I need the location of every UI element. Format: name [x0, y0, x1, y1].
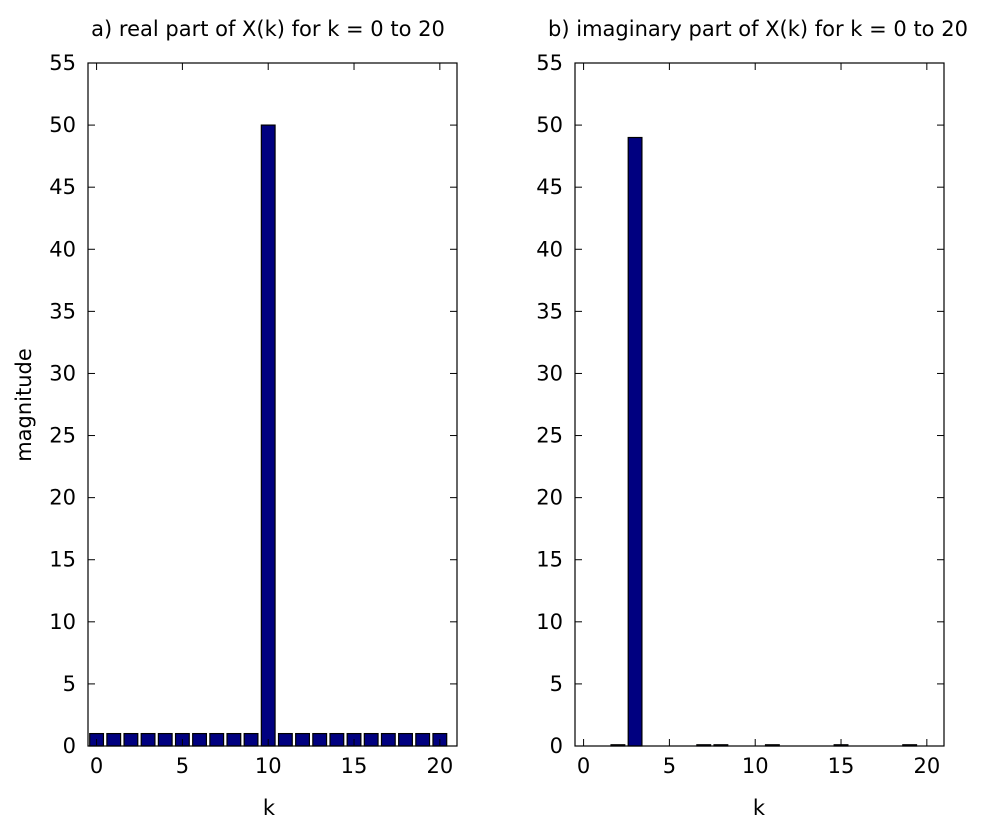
x-tick-label: 20: [426, 754, 453, 778]
y-tick-label: 55: [536, 51, 563, 75]
y-tick-label: 25: [49, 424, 76, 448]
bar-k-8: [226, 732, 242, 747]
x-tick-label: 10: [742, 754, 769, 778]
bar-k-13: [312, 732, 328, 747]
y-tick-label: 25: [536, 424, 563, 448]
subplot-a-ylabel: magnitude: [12, 348, 36, 462]
y-tick-label: 5: [63, 672, 76, 696]
y-tick-label: 50: [49, 113, 76, 137]
subplot-b-title: b) imaginary part of X(k) for k = 0 to 2…: [548, 17, 968, 41]
y-tick-label: 45: [49, 175, 76, 199]
y-tick-label: 15: [536, 548, 563, 572]
subplot-a: a) real part of X(k) for k = 0 to 20 0 5 1…: [12, 17, 458, 820]
subplot-b-ticks: 0 5 10 15 20 0 5 10 15 20 25 30 35 40 45 50 55: [536, 51, 944, 778]
y-tick-label: 35: [49, 299, 76, 323]
subplot-a-title: a) real part of X(k) for k = 0 to 20: [91, 17, 445, 41]
bar-k-12: [295, 732, 311, 747]
x-tick-label: 10: [255, 754, 282, 778]
subplot-b-xlabel: k: [753, 796, 766, 820]
y-tick-label: 10: [49, 610, 76, 634]
bar-k-19: [415, 732, 431, 747]
bar-k-6: [192, 732, 208, 747]
bar-k-2: [123, 732, 139, 747]
y-tick-label: 55: [49, 51, 76, 75]
y-tick-label: 50: [536, 113, 563, 137]
y-tick-label: 0: [550, 734, 563, 758]
x-tick-label: 0: [90, 754, 103, 778]
subplot-b-bars: [610, 136, 918, 747]
y-tick-label: 30: [49, 361, 76, 385]
x-tick-label: 20: [913, 754, 940, 778]
x-tick-label: 5: [176, 754, 189, 778]
subplot-a-bars: [89, 124, 448, 747]
y-tick-label: 20: [49, 486, 76, 510]
bar-k-3: [140, 732, 156, 747]
subplot-a-ticks: 0 5 10 15 20 0 5 10 15 20 25 30 35 40 45 50 55: [49, 51, 457, 778]
subplot-b: b) imaginary part of X(k) for k = 0 to 2…: [536, 17, 968, 820]
bar-k-3: [627, 136, 643, 747]
subplot-b-axes-box: [574, 62, 945, 747]
y-tick-label: 45: [536, 175, 563, 199]
bar-k-11: [277, 732, 293, 747]
y-tick-label: 0: [63, 734, 76, 758]
y-tick-label: 30: [536, 361, 563, 385]
x-tick-label: 15: [828, 754, 855, 778]
y-tick-label: 40: [49, 237, 76, 261]
bar-k-14: [329, 732, 345, 747]
y-tick-label: 15: [49, 548, 76, 572]
y-tick-label: 5: [550, 672, 563, 696]
y-tick-label: 20: [536, 486, 563, 510]
bar-k-17: [380, 732, 396, 747]
x-tick-label: 5: [663, 754, 676, 778]
y-tick-label: 40: [536, 237, 563, 261]
bar-k-9: [243, 732, 259, 747]
bar-k-4: [157, 732, 173, 747]
bar-k-18: [398, 732, 413, 747]
bar-k-16: [363, 732, 379, 747]
bar-k-1: [106, 732, 122, 747]
subplot-a-xlabel: k: [263, 796, 276, 820]
y-tick-label: 10: [536, 610, 563, 634]
subplot-a-axes-box: [87, 62, 458, 747]
x-tick-label: 15: [341, 754, 368, 778]
y-tick-label: 35: [536, 299, 563, 323]
bar-k-7: [209, 732, 225, 747]
bar-k-10: [260, 124, 276, 747]
x-tick-label: 0: [577, 754, 590, 778]
